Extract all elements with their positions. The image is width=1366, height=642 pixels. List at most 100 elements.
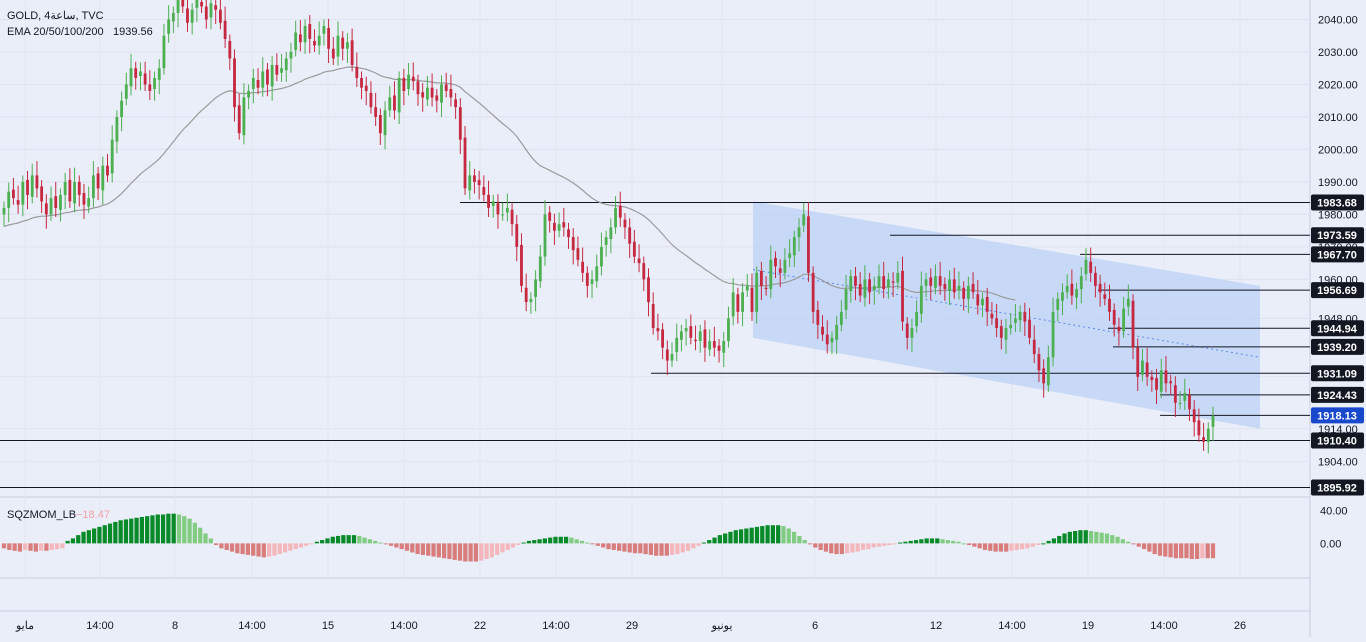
- oscillator-bar: [510, 543, 516, 548]
- candle-body: [1018, 311, 1022, 321]
- candle-body: [96, 173, 100, 189]
- candle-body: [792, 237, 796, 256]
- candle-body: [430, 87, 434, 98]
- oscillator-bar: [919, 539, 924, 544]
- candle-body: [256, 79, 260, 88]
- oscillator-bar: [1041, 543, 1046, 545]
- time-tick-label: 14:00: [238, 620, 266, 632]
- oscillator-bar: [749, 527, 754, 544]
- candle-body: [1004, 328, 1008, 340]
- candle-body: [2, 207, 6, 215]
- candle-body: [1122, 308, 1126, 332]
- candle-body: [477, 179, 481, 186]
- candle-body: [275, 64, 279, 75]
- oscillator-bar: [49, 543, 54, 550]
- oscillator-bar: [431, 543, 436, 557]
- oscillator-bar: [627, 543, 632, 553]
- candle-body: [1037, 354, 1041, 371]
- oscillator-bar: [426, 543, 431, 556]
- oscillator-bar: [903, 541, 908, 544]
- price-badge-label: 1895.92: [1317, 483, 1357, 495]
- price-tick-label: 2010.00: [1318, 112, 1358, 124]
- oscillator-bar: [1168, 543, 1173, 558]
- candle-body: [237, 105, 241, 134]
- candle-body: [327, 27, 331, 49]
- oscillator-bar: [1019, 543, 1025, 550]
- oscillator-bar: [118, 520, 123, 544]
- candle-body: [251, 77, 255, 90]
- candle-body: [774, 257, 777, 267]
- price-badge-label: 1956.69: [1317, 285, 1357, 297]
- candle-body: [891, 281, 895, 283]
- price-badge: [1311, 365, 1364, 382]
- oscillator-bar: [844, 543, 850, 554]
- oscillator-bar: [860, 543, 866, 550]
- oscillator-bar: [882, 543, 887, 546]
- oscillator-bar: [1120, 539, 1125, 544]
- candle-body: [355, 66, 359, 78]
- candle-body: [971, 283, 975, 293]
- candle-body: [741, 292, 744, 312]
- oscillator-bar: [399, 543, 404, 550]
- oscillator-bar: [134, 517, 139, 544]
- candle-body: [999, 326, 1003, 338]
- time-tick-label: يونيو: [711, 620, 733, 632]
- candle-body: [270, 64, 274, 87]
- oscillator-bar: [139, 516, 144, 544]
- oscillator-bar: [542, 538, 547, 544]
- candle-body: [839, 311, 843, 325]
- oscillator-bar: [1014, 543, 1019, 550]
- candle-body: [214, 5, 218, 10]
- oscillator-bar: [447, 543, 452, 560]
- candle-body: [421, 92, 425, 98]
- candle-body: [228, 40, 232, 59]
- time-tick-label: 14:00: [86, 620, 114, 632]
- oscillator-bar: [781, 526, 786, 544]
- candle-body: [181, 0, 185, 7]
- candle-body: [134, 68, 138, 78]
- candle-body: [63, 181, 67, 195]
- oscillator-bar: [1152, 543, 1157, 555]
- oscillator-bar: [457, 543, 463, 561]
- candle-body: [449, 89, 453, 98]
- candle-body: [1032, 339, 1036, 355]
- candle-body: [167, 19, 171, 34]
- candle-body: [543, 214, 547, 257]
- oscillator-bar: [65, 540, 70, 544]
- oscillator-bar: [670, 543, 675, 555]
- candle-body: [835, 324, 839, 340]
- oscillator-bar: [701, 542, 707, 544]
- oscillator-bar: [1136, 543, 1141, 547]
- candle-body: [44, 203, 48, 215]
- oscillator-bar: [1088, 530, 1094, 544]
- candle-body: [694, 339, 697, 342]
- oscillator-bar: [7, 543, 12, 550]
- oscillator-bar: [314, 541, 319, 544]
- candle-body: [505, 207, 509, 213]
- ema-legend-label: EMA 20/50/100/200: [7, 26, 104, 38]
- candle-body: [1089, 261, 1093, 273]
- oscillator-bar: [378, 542, 383, 544]
- candle-body: [1155, 378, 1158, 390]
- candle-body: [788, 253, 792, 258]
- price-badges: 1983.68 1973.59 1967.70 1956.69 1944.94 1939.…: [1311, 194, 1364, 496]
- candle-body: [957, 285, 961, 291]
- candle-body: [548, 212, 552, 221]
- candle-body: [153, 77, 156, 90]
- oscillator-bar: [309, 543, 314, 545]
- candle-body: [858, 283, 862, 296]
- oscillator-bar: [198, 527, 203, 544]
- oscillator-bar: [155, 514, 160, 544]
- candle-body: [195, 0, 199, 8]
- oscillator-bar: [224, 543, 229, 550]
- oscillator-bar: [213, 543, 219, 546]
- candle-body: [1169, 381, 1173, 384]
- oscillator-bar: [1035, 543, 1041, 546]
- oscillator-bar: [982, 543, 988, 550]
- oscillator-bar: [606, 543, 611, 550]
- oscillator-bar: [913, 540, 919, 544]
- oscillator-label: SQZMOM_LB: [7, 509, 76, 521]
- oscillator-bar: [240, 543, 245, 555]
- time-tick-label: 14:00: [1150, 620, 1178, 632]
- oscillator-bar: [1163, 543, 1168, 557]
